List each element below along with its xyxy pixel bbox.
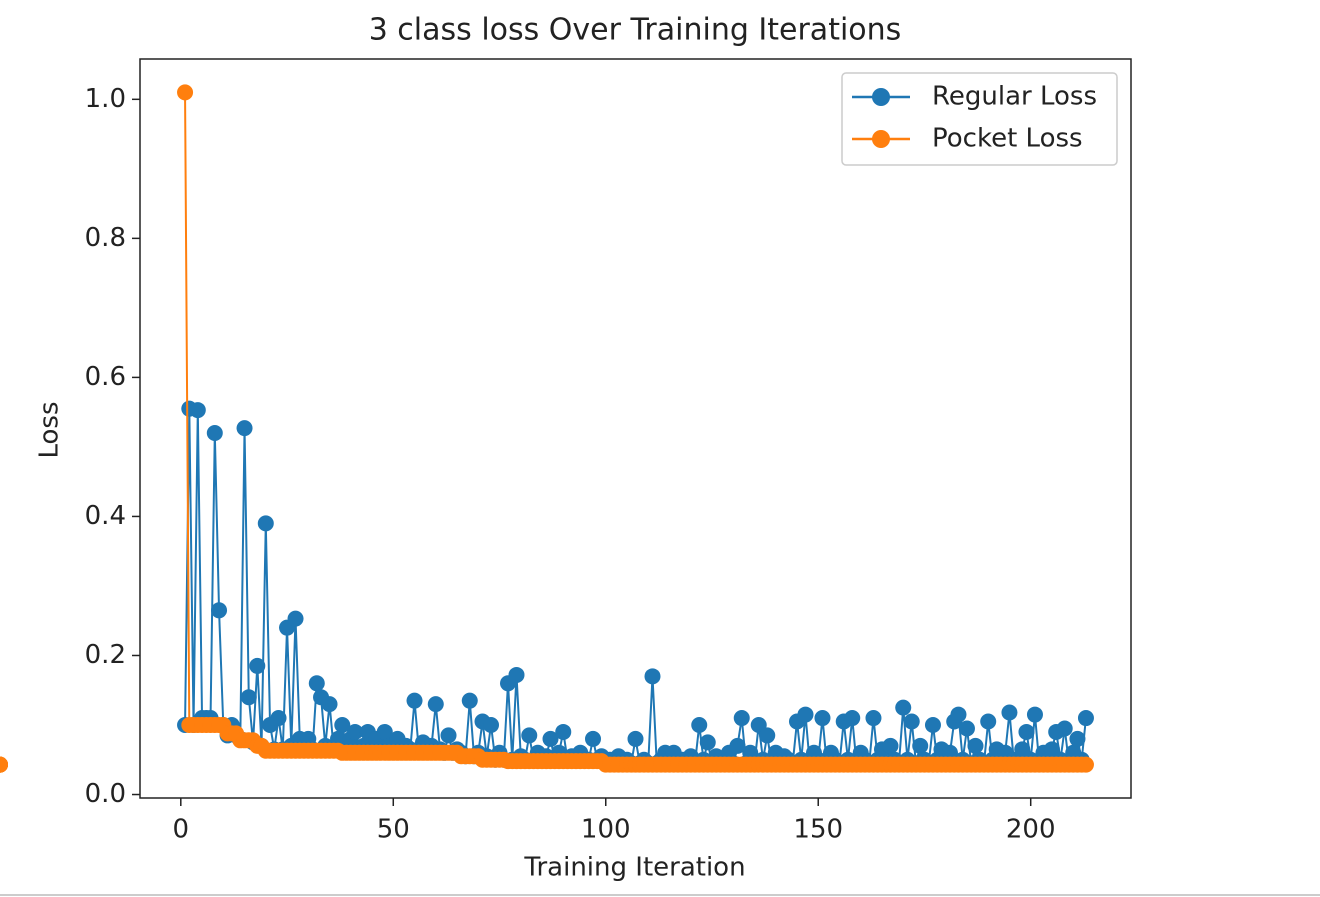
point — [585, 730, 602, 747]
y-tick-label: 0.6 — [85, 362, 126, 392]
point — [967, 737, 984, 754]
point — [287, 610, 304, 627]
point — [814, 710, 831, 727]
point — [257, 515, 274, 532]
point — [211, 602, 228, 619]
point — [924, 717, 941, 734]
point — [555, 723, 572, 740]
point — [483, 717, 500, 734]
point — [0, 756, 8, 773]
point — [308, 675, 325, 692]
point — [321, 696, 338, 713]
x-tick-label: 100 — [581, 815, 631, 845]
point — [958, 720, 975, 737]
legend-label: Regular Loss — [932, 82, 1097, 112]
point — [1001, 704, 1018, 721]
point — [249, 657, 266, 674]
point — [733, 710, 750, 727]
legend-marker — [872, 130, 890, 148]
line — [184, 408, 1087, 768]
point — [912, 737, 929, 754]
point — [521, 727, 538, 744]
point — [236, 420, 253, 437]
point — [950, 706, 967, 723]
point — [1077, 756, 1094, 773]
point — [189, 402, 206, 419]
y-tick-label: 0.0 — [85, 779, 126, 809]
point — [427, 696, 444, 713]
point — [508, 666, 525, 683]
point — [844, 710, 861, 727]
point — [729, 737, 746, 754]
series — [177, 400, 1094, 772]
point — [177, 84, 194, 101]
point — [691, 717, 708, 734]
point — [1018, 723, 1035, 740]
point — [1056, 720, 1073, 737]
x-tick-label: 150 — [793, 815, 843, 845]
y-tick-label: 1.0 — [85, 84, 126, 114]
point — [882, 737, 899, 754]
point — [347, 723, 364, 740]
point — [270, 710, 287, 727]
line — [184, 92, 1086, 766]
point — [440, 727, 457, 744]
point — [903, 713, 920, 730]
legend-box — [841, 72, 1118, 166]
y-tick-label: 0.8 — [85, 223, 126, 253]
x-tick-label: 0 — [173, 815, 190, 845]
point — [240, 689, 257, 706]
point — [1069, 730, 1086, 747]
y-axis-label: Loss — [35, 401, 65, 458]
point — [1026, 706, 1043, 723]
point — [627, 730, 644, 747]
series — [0, 84, 1094, 773]
point — [461, 692, 478, 709]
x-tick-label: 50 — [377, 815, 410, 845]
point — [406, 692, 423, 709]
point — [759, 727, 776, 744]
point — [980, 713, 997, 730]
chart-title: 3 class loss Over Training Iterations — [369, 13, 902, 48]
point — [206, 425, 223, 442]
plot-frame — [139, 58, 1132, 799]
x-tick-label: 200 — [1006, 815, 1056, 845]
point — [895, 699, 912, 716]
point — [334, 717, 351, 734]
point — [699, 734, 716, 751]
point — [797, 706, 814, 723]
legend-label: Pocket Loss — [932, 124, 1083, 154]
x-axis-label: Training Iteration — [523, 853, 745, 883]
point — [542, 730, 559, 747]
legend-marker — [872, 88, 890, 106]
point — [644, 668, 661, 685]
point — [865, 710, 882, 727]
point — [376, 723, 393, 740]
y-tick-label: 0.4 — [85, 501, 126, 531]
point — [1077, 710, 1094, 727]
y-tick-label: 0.2 — [85, 640, 126, 670]
